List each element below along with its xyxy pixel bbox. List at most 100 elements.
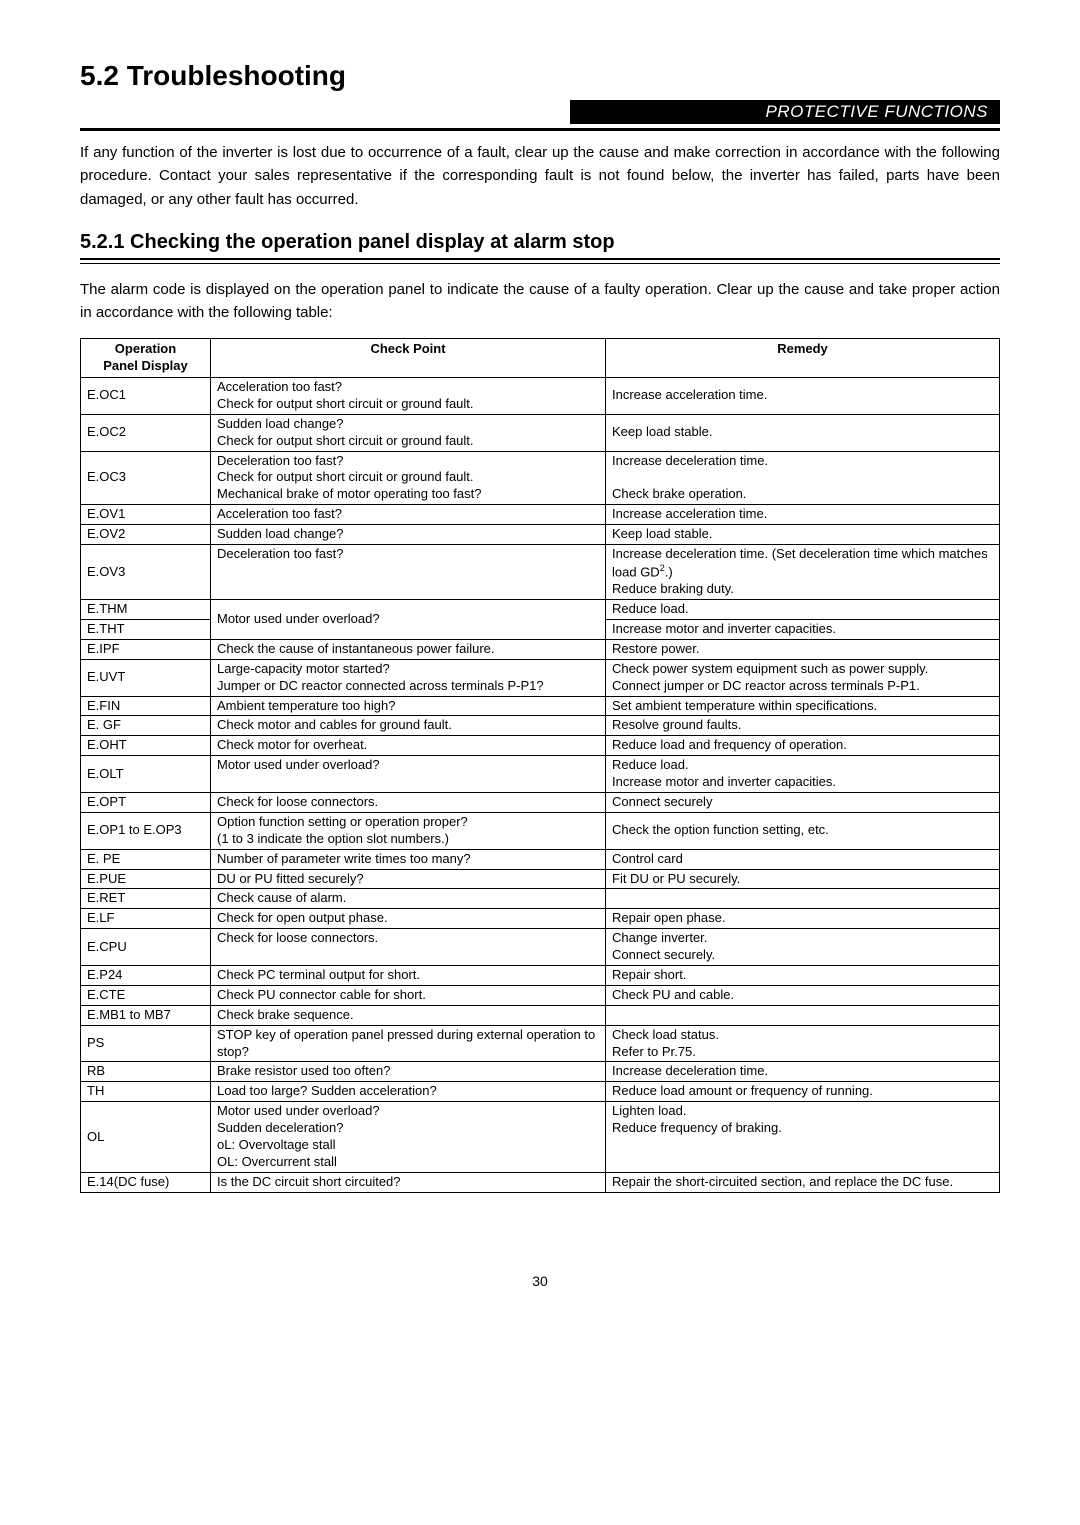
cell-check-point: Number of parameter write times too many… (211, 849, 606, 869)
table-row: RBBrake resistor used too often?Increase… (81, 1062, 1000, 1082)
cell-check-point: Ambient temperature too high? (211, 696, 606, 716)
table-row: E.OC2Sudden load change?Check for output… (81, 414, 1000, 451)
cell-panel-display: E.OC1 (81, 378, 211, 415)
cell-remedy: Control card (606, 849, 1000, 869)
table-row: E.OC1Acceleration too fast?Check for out… (81, 378, 1000, 415)
cell-check-point: STOP key of operation panel pressed duri… (211, 1025, 606, 1062)
table-row: E.14(DC fuse)Is the DC circuit short cir… (81, 1172, 1000, 1192)
cell-check-point: Deceleration too fast?Check for output s… (211, 451, 606, 505)
table-row: E.OLTMotor used under overload?Reduce lo… (81, 756, 1000, 793)
table-row: E.P24Check PC terminal output for short.… (81, 965, 1000, 985)
cell-remedy (606, 1005, 1000, 1025)
cell-check-point: Motor used under overload?Sudden deceler… (211, 1102, 606, 1173)
cell-panel-display: E.OC3 (81, 451, 211, 505)
cell-check-point: Check for loose connectors. (211, 792, 606, 812)
cell-check-point: Check the cause of instantaneous power f… (211, 639, 606, 659)
cell-panel-display: PS (81, 1025, 211, 1062)
table-row: E.OV1Acceleration too fast?Increase acce… (81, 505, 1000, 525)
cell-panel-display: E.THT (81, 619, 211, 639)
table-row: E.CTECheck PU connector cable for short.… (81, 985, 1000, 1005)
table-row: THLoad too large? Sudden acceleration?Re… (81, 1082, 1000, 1102)
cell-panel-display: E.OV1 (81, 505, 211, 525)
cell-check-point: Check PU connector cable for short. (211, 985, 606, 1005)
table-row: E.FINAmbient temperature too high?Set am… (81, 696, 1000, 716)
cell-check-point: Brake resistor used too often? (211, 1062, 606, 1082)
cell-panel-display: E. GF (81, 716, 211, 736)
table-row: E.OPTCheck for loose connectors.Connect … (81, 792, 1000, 812)
cell-check-point: Sudden load change? (211, 525, 606, 545)
cell-check-point: Large-capacity motor started?Jumper or D… (211, 659, 606, 696)
cell-panel-display: E.FIN (81, 696, 211, 716)
cell-remedy: Reduce load.Increase motor and inverter … (606, 756, 1000, 793)
cell-panel-display: E.OPT (81, 792, 211, 812)
page-number: 30 (80, 1273, 1000, 1289)
cell-panel-display: E.OV3 (81, 545, 211, 600)
table-row: E.OC3Deceleration too fast?Check for out… (81, 451, 1000, 505)
cell-panel-display: E.14(DC fuse) (81, 1172, 211, 1192)
table-row: OLMotor used under overload?Sudden decel… (81, 1102, 1000, 1173)
cell-remedy: Reduce load and frequency of operation. (606, 736, 1000, 756)
cell-remedy: Resolve ground faults. (606, 716, 1000, 736)
cell-remedy: Check power system equipment such as pow… (606, 659, 1000, 696)
banner-label: PROTECTIVE FUNCTIONS (570, 100, 1000, 124)
cell-remedy: Increase deceleration time.Check brake o… (606, 451, 1000, 505)
cell-remedy: Set ambient temperature within specifica… (606, 696, 1000, 716)
table-row: E.OV2Sudden load change?Keep load stable… (81, 525, 1000, 545)
cell-check-point: Option function setting or operation pro… (211, 812, 606, 849)
cell-check-point: Check cause of alarm. (211, 889, 606, 909)
cell-check-point: Check motor and cables for ground fault. (211, 716, 606, 736)
table-row: E.RETCheck cause of alarm. (81, 889, 1000, 909)
cell-panel-display: E.LF (81, 909, 211, 929)
cell-panel-display: E. PE (81, 849, 211, 869)
cell-check-point: Motor used under overload? (211, 600, 606, 640)
cell-panel-display: E.THM (81, 600, 211, 620)
cell-check-point: Deceleration too fast? (211, 545, 606, 600)
cell-remedy: Lighten load.Reduce frequency of braking… (606, 1102, 1000, 1173)
cell-remedy: Increase deceleration time. (606, 1062, 1000, 1082)
section-heading: 5.2 Troubleshooting (80, 60, 1000, 92)
cell-panel-display: E.PUE (81, 869, 211, 889)
subheading-rule-thick (80, 258, 1000, 260)
cell-panel-display: E.OC2 (81, 414, 211, 451)
cell-remedy: Fit DU or PU securely. (606, 869, 1000, 889)
cell-panel-display: OL (81, 1102, 211, 1173)
cell-remedy: Change inverter.Connect securely. (606, 929, 1000, 966)
table-row: E.UVTLarge-capacity motor started?Jumper… (81, 659, 1000, 696)
cell-remedy: Keep load stable. (606, 525, 1000, 545)
table-row: E.OP1 to E.OP3Option function setting or… (81, 812, 1000, 849)
cell-panel-display: E.MB1 to MB7 (81, 1005, 211, 1025)
table-body: E.OC1Acceleration too fast?Check for out… (81, 378, 1000, 1193)
table-row: E.MB1 to MB7Check brake sequence. (81, 1005, 1000, 1025)
cell-panel-display: E.UVT (81, 659, 211, 696)
table-row: E.OHTCheck motor for overheat.Reduce loa… (81, 736, 1000, 756)
subsection-heading: 5.2.1 Checking the operation panel displ… (80, 231, 1000, 254)
cell-panel-display: E.OLT (81, 756, 211, 793)
table-row: E.IPFCheck the cause of instantaneous po… (81, 639, 1000, 659)
cell-check-point: DU or PU fitted securely? (211, 869, 606, 889)
cell-check-point: Acceleration too fast?Check for output s… (211, 378, 606, 415)
table-row: E.LFCheck for open output phase.Repair o… (81, 909, 1000, 929)
cell-remedy: Increase motor and inverter capacities. (606, 619, 1000, 639)
cell-remedy: Check load status.Refer to Pr.75. (606, 1025, 1000, 1062)
table-row: E. PENumber of parameter write times too… (81, 849, 1000, 869)
cell-panel-display: RB (81, 1062, 211, 1082)
cell-panel-display: E.CPU (81, 929, 211, 966)
header-check-point: Check Point (211, 339, 606, 378)
cell-remedy: Reduce load. (606, 600, 1000, 620)
table-row: E. GFCheck motor and cables for ground f… (81, 716, 1000, 736)
cell-panel-display: TH (81, 1082, 211, 1102)
cell-check-point: Acceleration too fast? (211, 505, 606, 525)
header-panel-display: OperationPanel Display (81, 339, 211, 378)
cell-check-point: Sudden load change?Check for output shor… (211, 414, 606, 451)
cell-panel-display: E.P24 (81, 965, 211, 985)
cell-check-point: Motor used under overload? (211, 756, 606, 793)
cell-remedy (606, 889, 1000, 909)
cell-remedy: Check PU and cable. (606, 985, 1000, 1005)
cell-panel-display: E.OV2 (81, 525, 211, 545)
cell-panel-display: E.CTE (81, 985, 211, 1005)
cell-remedy: Connect securely (606, 792, 1000, 812)
table-row: E.CPUCheck for loose connectors.Change i… (81, 929, 1000, 966)
cell-remedy: Restore power. (606, 639, 1000, 659)
cell-check-point: Check for loose connectors. (211, 929, 606, 966)
cell-check-point: Check PC terminal output for short. (211, 965, 606, 985)
